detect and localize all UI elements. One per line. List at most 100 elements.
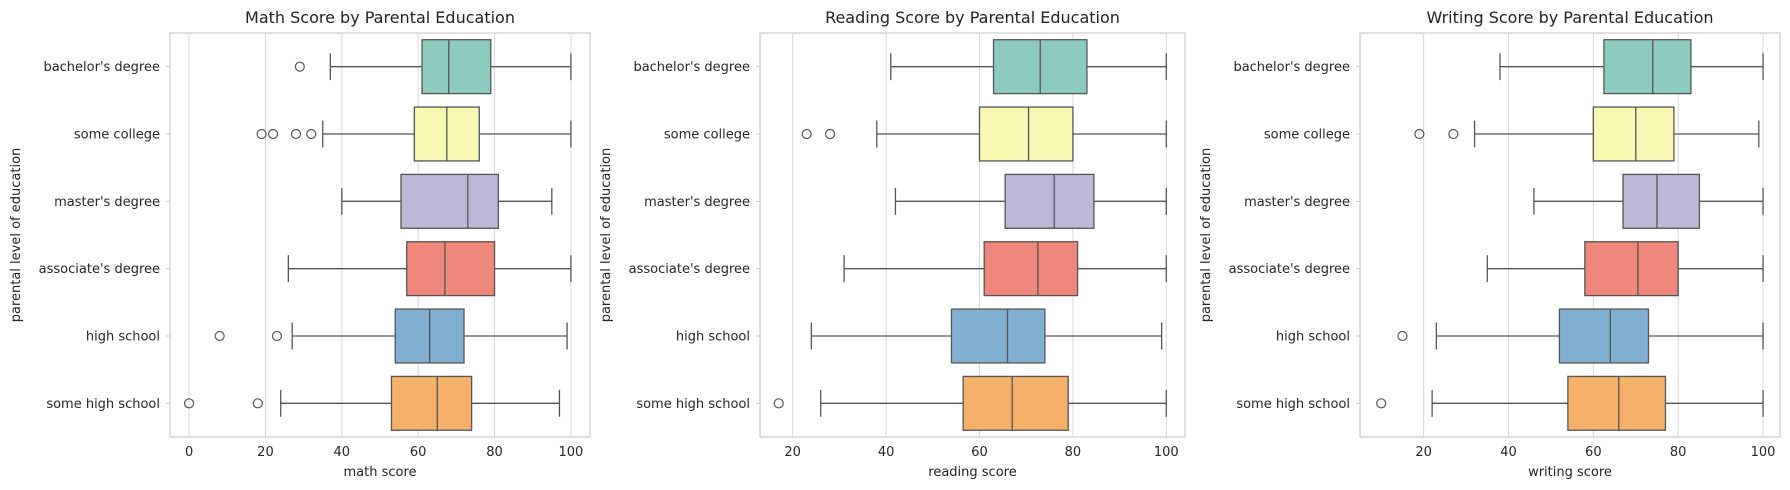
x-tick-label: 20 bbox=[1415, 445, 1432, 460]
x-tick-label: 80 bbox=[1065, 445, 1082, 460]
x-tick-label: 100 bbox=[1751, 445, 1776, 460]
chart-title: Reading Score by Parental Education bbox=[825, 8, 1120, 27]
x-axis-label: writing score bbox=[1528, 465, 1612, 480]
x-tick-label: 40 bbox=[334, 445, 351, 460]
x-tick-label: 60 bbox=[1585, 445, 1602, 460]
y-tick-label: high school bbox=[86, 330, 160, 345]
box-iqr bbox=[1592, 106, 1675, 162]
plot-area bbox=[1360, 33, 1780, 437]
x-tick-label: 80 bbox=[486, 445, 503, 460]
box-some-high-school bbox=[183, 375, 561, 431]
outlier-point bbox=[294, 61, 305, 72]
outlier-point bbox=[256, 128, 267, 140]
y-tick-label: some high school bbox=[1236, 397, 1350, 412]
y-tick-label: master's degree bbox=[1244, 195, 1350, 210]
y-tick-label: some high school bbox=[636, 397, 750, 412]
outlier-point bbox=[183, 398, 195, 409]
x-tick-label: 20 bbox=[784, 445, 801, 460]
box-some-college bbox=[801, 106, 1167, 162]
box-iqr bbox=[1558, 308, 1650, 364]
box-master-s-degree bbox=[1533, 173, 1764, 229]
x-tick-label: 100 bbox=[1154, 445, 1179, 460]
box-bachelor-s-degree bbox=[890, 39, 1167, 95]
outlier-point bbox=[773, 398, 784, 409]
y-tick-label: master's degree bbox=[54, 195, 160, 210]
box-some-college bbox=[1414, 106, 1760, 162]
y-tick-label: high school bbox=[1276, 330, 1350, 345]
outlier-point bbox=[306, 128, 317, 140]
box-some-high-school bbox=[773, 375, 1167, 431]
outlier-point bbox=[1414, 128, 1425, 140]
box-bachelor-s-degree bbox=[1499, 39, 1764, 95]
outlier-point bbox=[1448, 128, 1459, 140]
outlier-point bbox=[267, 128, 279, 140]
x-tick-label: 80 bbox=[1670, 445, 1687, 460]
box-iqr bbox=[1567, 375, 1667, 431]
outlier-point bbox=[290, 128, 302, 140]
y-tick-label: associate's degree bbox=[629, 262, 750, 277]
box-associate-s-degree bbox=[1486, 241, 1764, 297]
box-iqr bbox=[950, 308, 1046, 364]
chart-panel-3: bachelor's degree some college master's de… bbox=[1199, 8, 1781, 480]
y-axis-label: parental level of education bbox=[1199, 148, 1214, 323]
plot-frame bbox=[169, 32, 591, 438]
chart-panel-1: bachelor's degree some college master's de… bbox=[9, 8, 591, 480]
box-bachelor-s-degree bbox=[294, 39, 572, 95]
box-iqr bbox=[1603, 39, 1692, 95]
x-tick-label: 40 bbox=[878, 445, 895, 460]
box-iqr bbox=[978, 106, 1074, 162]
chart-title: Math Score by Parental Education bbox=[245, 8, 515, 27]
box-some-college bbox=[256, 106, 572, 162]
x-tick-label: 0 bbox=[185, 445, 193, 460]
outlier-point bbox=[1397, 330, 1408, 342]
x-tick-label: 100 bbox=[558, 445, 583, 460]
y-tick-label: bachelor's degree bbox=[633, 60, 750, 75]
chart-title: Writing Score by Parental Education bbox=[1426, 8, 1713, 27]
outlier-point bbox=[214, 330, 225, 342]
box-associate-s-degree bbox=[287, 241, 572, 297]
y-axis-label: parental level of education bbox=[9, 148, 24, 323]
y-tick-label: some high school bbox=[46, 397, 160, 412]
box-iqr bbox=[390, 375, 473, 431]
outlier-point bbox=[1376, 398, 1387, 409]
outlier-point bbox=[824, 128, 836, 140]
y-tick-label: some college bbox=[74, 128, 160, 143]
y-tick-label: bachelor's degree bbox=[1233, 60, 1350, 75]
x-tick-label: 60 bbox=[971, 445, 988, 460]
y-tick-label: some college bbox=[1264, 128, 1350, 143]
box-iqr bbox=[962, 375, 1069, 431]
box-high-school bbox=[214, 308, 568, 364]
box-master-s-degree bbox=[341, 173, 553, 229]
box-iqr bbox=[400, 173, 500, 229]
outlier-point bbox=[801, 128, 812, 140]
chart-panel-2: bachelor's degree some college master's de… bbox=[599, 8, 1186, 480]
x-tick-label: 20 bbox=[257, 445, 274, 460]
y-tick-label: associate's degree bbox=[39, 262, 160, 277]
plot-frame bbox=[1359, 32, 1781, 438]
y-tick-label: some college bbox=[664, 128, 750, 143]
y-tick-label: high school bbox=[676, 330, 750, 345]
box-iqr bbox=[983, 241, 1079, 297]
box-iqr bbox=[406, 241, 496, 297]
box-iqr bbox=[421, 39, 492, 95]
y-axis-label: parental level of education bbox=[599, 148, 614, 323]
box-iqr bbox=[1584, 241, 1679, 297]
box-high-school bbox=[810, 308, 1163, 364]
box-master-s-degree bbox=[894, 173, 1167, 229]
x-tick-label: 40 bbox=[1500, 445, 1517, 460]
y-tick-label: bachelor's degree bbox=[43, 60, 160, 75]
x-axis-label: math score bbox=[343, 465, 416, 480]
x-tick-label: 60 bbox=[410, 445, 427, 460]
box-iqr bbox=[1622, 173, 1701, 229]
box-associate-s-degree bbox=[843, 241, 1167, 297]
plot-area bbox=[170, 33, 590, 437]
box-high-school bbox=[1397, 308, 1764, 364]
box-some-high-school bbox=[1376, 375, 1764, 431]
x-axis-label: reading score bbox=[928, 465, 1016, 480]
box-iqr bbox=[1004, 173, 1095, 229]
plot-frame bbox=[759, 32, 1186, 438]
outlier-point bbox=[252, 398, 263, 409]
outlier-point bbox=[271, 330, 283, 342]
plot-area bbox=[760, 33, 1185, 437]
